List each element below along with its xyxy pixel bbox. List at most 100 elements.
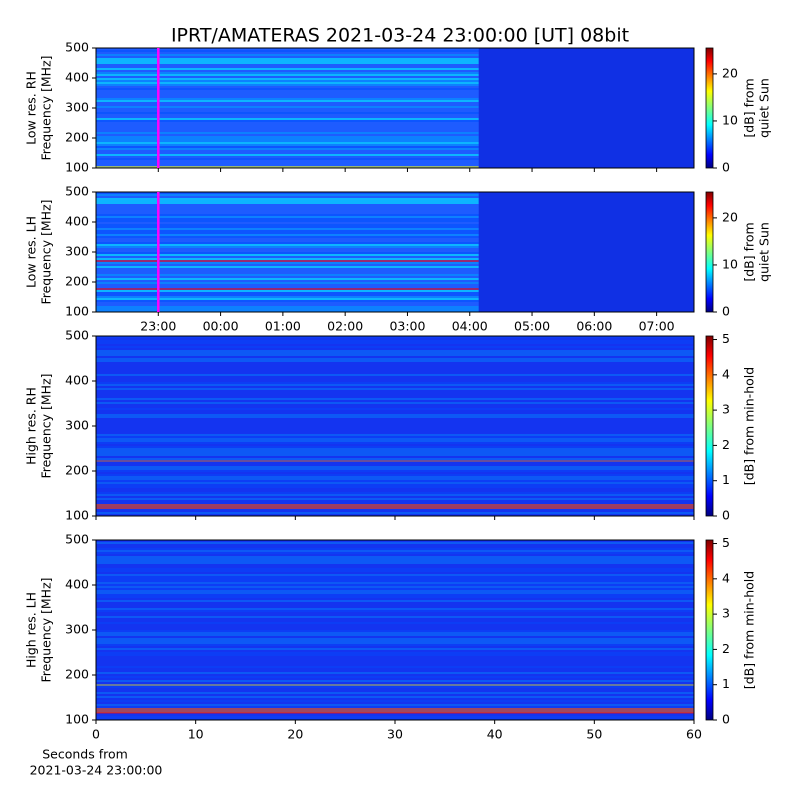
spectrogram-texture (96, 198, 479, 200)
spectrogram-texture (96, 704, 694, 706)
colorbar-tick-label: 20 (722, 209, 738, 224)
spectrogram-texture (96, 466, 694, 468)
spectrogram-texture (96, 220, 479, 222)
colorbar (705, 539, 714, 721)
spectrogram-texture (96, 306, 479, 308)
chart-title: IPRT/AMATERAS 2021-03-24 23:00:00 [UT] 0… (171, 25, 629, 47)
spectrogram-texture (96, 584, 694, 586)
spectrogram-texture (96, 296, 479, 298)
spectrogram-texture (96, 252, 479, 254)
spectrogram-texture (96, 262, 479, 264)
spectrogram-texture (96, 136, 479, 138)
spectrogram-texture (96, 498, 694, 500)
spectrogram-texture (96, 144, 479, 146)
spectrogram-texture (96, 692, 694, 694)
x-tick-label: 05:00 (514, 319, 550, 334)
y-tick-label: 200 (65, 274, 89, 289)
colorbar-label: [dB] from min-hold (742, 367, 757, 485)
colorbar-label: [dB] from min-hold (742, 571, 757, 689)
spectrogram-texture (96, 50, 479, 52)
colorbar-tick-label: 1 (722, 472, 730, 487)
y-tick-label: 400 (65, 214, 89, 229)
spectrogram-texture (96, 106, 479, 108)
spectrogram-texture (96, 88, 479, 90)
spectrogram-texture (96, 216, 479, 218)
spectrogram-texture (96, 446, 694, 448)
colorbar-tick-label: 0 (722, 160, 730, 175)
spectrogram-texture (96, 640, 694, 642)
colorbar-tick-label: 10 (722, 112, 738, 127)
x-tick-label: 10 (188, 727, 204, 742)
spectrogram-texture (96, 438, 694, 440)
spectrogram-texture (96, 634, 694, 636)
spectrogram-texture (96, 582, 694, 584)
spectrogram-texture (96, 468, 694, 470)
spectrogram-texture (96, 112, 479, 114)
y-tick-label: 400 (65, 70, 89, 85)
x-tick-label: 30 (387, 727, 403, 742)
spectrogram-texture (96, 494, 694, 496)
y-tick-label: 200 (65, 463, 89, 478)
spectrogram-texture (96, 166, 479, 168)
spectrogram-texture (96, 548, 694, 550)
spectrogram-texture (478, 48, 694, 168)
colorbar-label: [dB] from (742, 222, 757, 281)
spectrogram-texture (96, 460, 694, 462)
spectrogram-texture (96, 294, 479, 296)
spectrogram-texture (96, 486, 694, 488)
y-axis-label: Frequency [MHz] (39, 373, 54, 478)
spectrogram-texture (96, 568, 694, 570)
y-axis-label: High res. LH (24, 592, 39, 668)
spectrogram-texture (96, 200, 479, 202)
y-tick-label: 500 (65, 328, 89, 343)
spectrogram-texture (96, 632, 694, 634)
spectrogram-texture (96, 654, 694, 656)
x-tick-label: 60 (686, 727, 702, 742)
colorbar-tick-label: 2 (722, 641, 730, 656)
spectrogram-texture (96, 630, 694, 632)
spectrogram-texture (96, 382, 694, 384)
spectrogram-background (96, 540, 694, 720)
x-tick-label: 00:00 (203, 319, 239, 334)
y-axis-label: Frequency [MHz] (39, 577, 54, 682)
spectrogram-texture (96, 300, 479, 302)
y-tick-label: 500 (65, 40, 89, 55)
spectrogram-texture (96, 708, 694, 713)
x-tick-label: 23:00 (140, 319, 176, 334)
spectrogram-texture (96, 560, 694, 562)
colorbar-tick-label: 4 (722, 570, 730, 585)
spectrogram-texture (96, 442, 694, 444)
colorbar-label: quiet Sun (757, 78, 772, 138)
spectrogram-texture (96, 354, 694, 356)
spectrogram-texture (96, 686, 694, 688)
spectrogram-texture (96, 440, 694, 442)
spectrogram-texture (96, 452, 694, 454)
spectrogram-texture (96, 298, 479, 300)
spectrogram-texture (96, 80, 479, 82)
spectrogram-texture (96, 600, 694, 602)
spectrogram-texture (96, 84, 479, 86)
spectrogram-texture (96, 476, 694, 478)
spectrogram-texture (96, 562, 694, 564)
spectrogram-texture (96, 310, 479, 312)
spectrogram-texture (96, 718, 694, 720)
spectrogram-texture (96, 308, 479, 310)
spectrogram-texture (96, 278, 479, 280)
spectrogram-texture (96, 586, 694, 588)
spectrogram-texture (96, 142, 479, 144)
spectrogram-texture (96, 192, 479, 194)
colorbar-tick-label: 5 (722, 535, 730, 550)
spectrogram-texture (96, 288, 479, 290)
y-tick-label: 400 (65, 373, 89, 388)
spectrogram-texture (96, 244, 479, 246)
x-tick-label: 0 (92, 727, 100, 742)
y-tick-label: 100 (65, 160, 89, 175)
y-axis-label: Frequency [MHz] (39, 55, 54, 160)
spectrogram-texture (96, 346, 694, 348)
spectrogram-texture (96, 616, 694, 618)
colorbar-tick-label: 4 (722, 366, 730, 381)
spectrogram-texture (96, 414, 694, 416)
y-tick-label: 200 (65, 667, 89, 682)
x-tick-label: 07:00 (639, 319, 675, 334)
